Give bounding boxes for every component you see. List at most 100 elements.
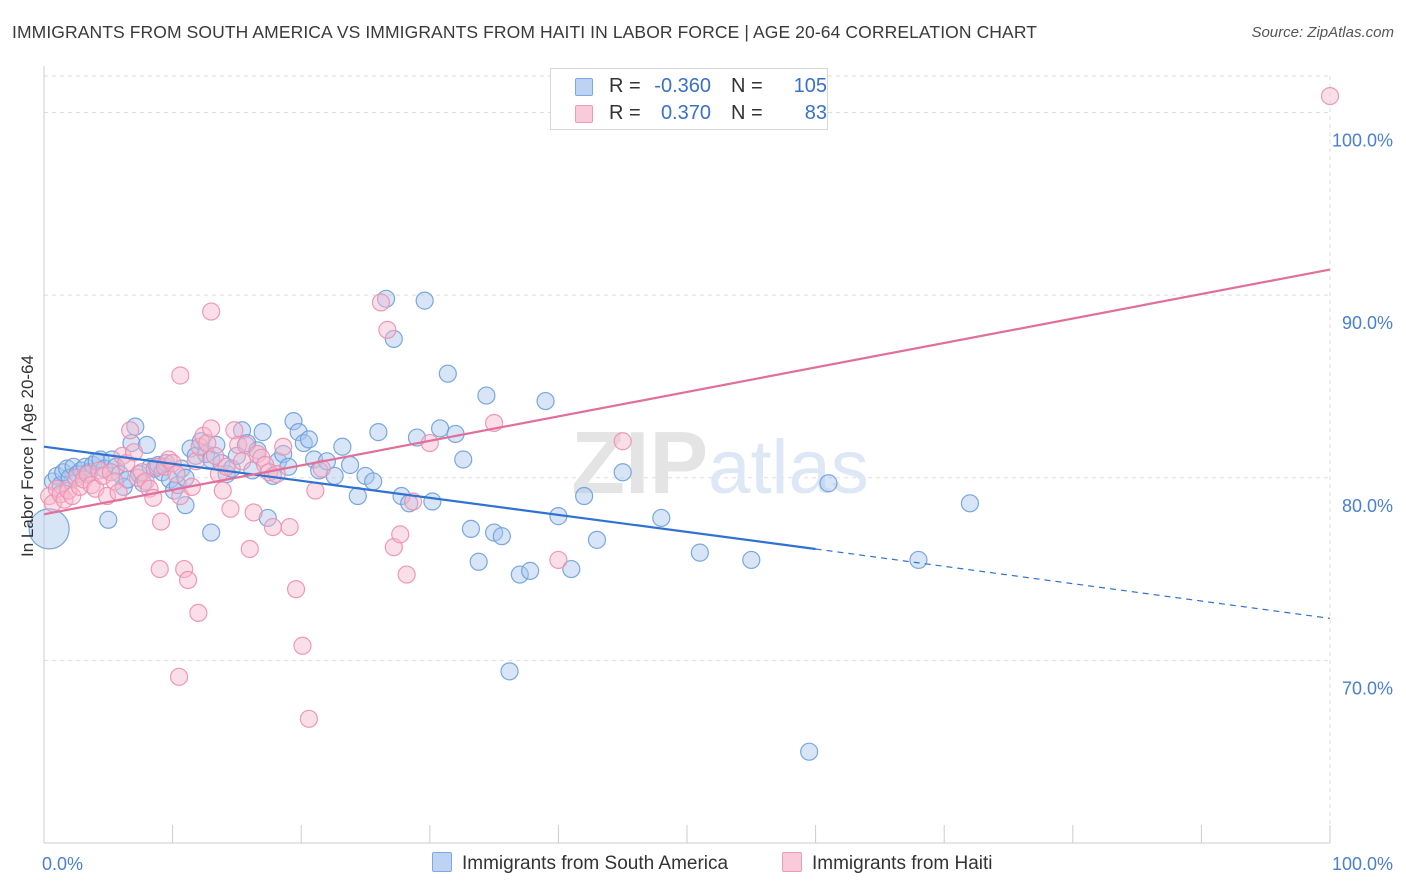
haiti-point xyxy=(121,421,140,440)
series-swatch-blue xyxy=(432,852,452,872)
south-america-point xyxy=(340,455,360,475)
haiti-point xyxy=(175,559,194,579)
south-america-point xyxy=(960,494,980,513)
south-america-point xyxy=(384,329,403,349)
legend-r-label: R = xyxy=(609,75,641,97)
y-tick-label: 90.0% xyxy=(1342,313,1393,333)
haiti-point xyxy=(169,667,189,686)
tick-labels: 70.0% 80.0% 90.0% 100.0% 0.0% 100.0% xyxy=(42,131,1393,874)
south-america-point xyxy=(461,519,481,538)
watermark-atlas: atlas xyxy=(708,425,869,510)
haiti-point xyxy=(299,709,319,728)
legend-r-value: -0.360 xyxy=(654,75,711,97)
legend-n-label: N = xyxy=(731,75,763,97)
south-america-point xyxy=(587,530,607,549)
south-america-point xyxy=(299,430,319,449)
legend-n-label: N = xyxy=(731,102,763,124)
y-axis-label: In Labor Force | Age 20-64 xyxy=(18,355,37,557)
haiti-point xyxy=(244,503,263,522)
legend-r-label: R = xyxy=(609,102,641,124)
series-swatch-pink xyxy=(782,852,802,872)
haiti-point xyxy=(150,559,169,579)
haiti-point xyxy=(225,421,244,440)
south-america-point xyxy=(742,550,761,570)
south-america-point xyxy=(369,423,388,442)
south-america-point xyxy=(469,552,488,571)
south-america-point xyxy=(500,662,519,681)
haiti-point xyxy=(63,486,82,506)
haiti-point xyxy=(151,512,171,531)
south-america-point xyxy=(415,291,434,310)
south-america-point xyxy=(284,412,303,431)
haiti-point xyxy=(202,419,221,438)
haiti-point xyxy=(306,481,325,500)
haiti-point xyxy=(293,636,312,655)
south-america-point xyxy=(333,437,352,456)
south-america-point xyxy=(909,550,928,570)
south-america-point xyxy=(536,391,555,411)
south-america-trend-extension xyxy=(815,548,1331,619)
south-america-point xyxy=(562,559,581,579)
haiti-point xyxy=(178,570,198,590)
south-america-point xyxy=(99,510,118,529)
south-america-point xyxy=(800,742,819,761)
watermark-zip: ZIP xyxy=(571,413,708,512)
south-america-point xyxy=(454,450,473,469)
haiti-point xyxy=(78,465,97,484)
south-america-point xyxy=(289,423,308,442)
haiti-point xyxy=(124,443,144,462)
haiti-point xyxy=(101,463,120,482)
south-america-trend-line xyxy=(43,445,816,551)
haiti-point xyxy=(202,302,221,321)
south-america-point xyxy=(492,527,511,546)
y-tick-label: 70.0% xyxy=(1342,678,1393,698)
legend-swatch-blue xyxy=(575,78,593,96)
x-tick-label: 100.0% xyxy=(1332,854,1393,874)
haiti-point xyxy=(97,486,117,506)
south-america-point xyxy=(652,508,671,528)
south-america-point xyxy=(364,472,383,491)
haiti-point xyxy=(240,539,259,559)
legend-r-value: 0.370 xyxy=(660,102,711,124)
south-america-point xyxy=(202,523,221,542)
watermark: ZIPatlas xyxy=(571,413,868,512)
haiti-trend-line xyxy=(43,268,1331,516)
y-tick-label: 80.0% xyxy=(1342,496,1393,516)
correlation-legend: R = -0.360 N = 105 R = 0.370 N = 83 xyxy=(550,68,828,130)
south-america-point xyxy=(253,423,272,442)
haiti-point xyxy=(549,550,568,570)
haiti-point xyxy=(280,517,299,537)
haiti-point xyxy=(274,437,293,456)
haiti-point xyxy=(213,481,232,500)
haiti-point xyxy=(397,565,416,584)
haiti-point xyxy=(167,465,186,484)
haiti-point xyxy=(205,446,225,465)
haiti-point xyxy=(263,517,283,537)
source-credit: Source: ZipAtlas.com xyxy=(1251,24,1394,41)
legend-swatch-pink xyxy=(575,105,593,123)
haiti-point xyxy=(391,525,410,544)
haiti-point xyxy=(1320,86,1340,106)
legend-n-value: 105 xyxy=(793,75,827,97)
axes xyxy=(43,66,1331,844)
x-tick-label: 0.0% xyxy=(42,854,83,874)
south-america-point xyxy=(423,492,442,511)
south-america-point xyxy=(690,543,709,562)
series-name-south-america: Immigrants from South America xyxy=(462,853,729,874)
series-legend-haiti: Immigrants from Haiti xyxy=(782,852,993,875)
series-name-haiti: Immigrants from Haiti xyxy=(812,853,993,874)
haiti-point xyxy=(286,580,306,599)
haiti-point xyxy=(371,293,391,312)
south-america-point xyxy=(258,508,277,528)
series-legend-south-america: Immigrants from South America xyxy=(432,852,728,875)
haiti-point xyxy=(613,432,632,451)
south-america-point xyxy=(521,561,540,580)
trend-lines xyxy=(43,268,1331,619)
haiti-point xyxy=(171,366,190,385)
haiti-point xyxy=(232,452,252,471)
south-america-point xyxy=(176,496,195,515)
haiti-point xyxy=(105,472,124,491)
south-america-point xyxy=(575,486,594,506)
south-america-point xyxy=(613,463,632,482)
data-points xyxy=(28,86,1340,761)
